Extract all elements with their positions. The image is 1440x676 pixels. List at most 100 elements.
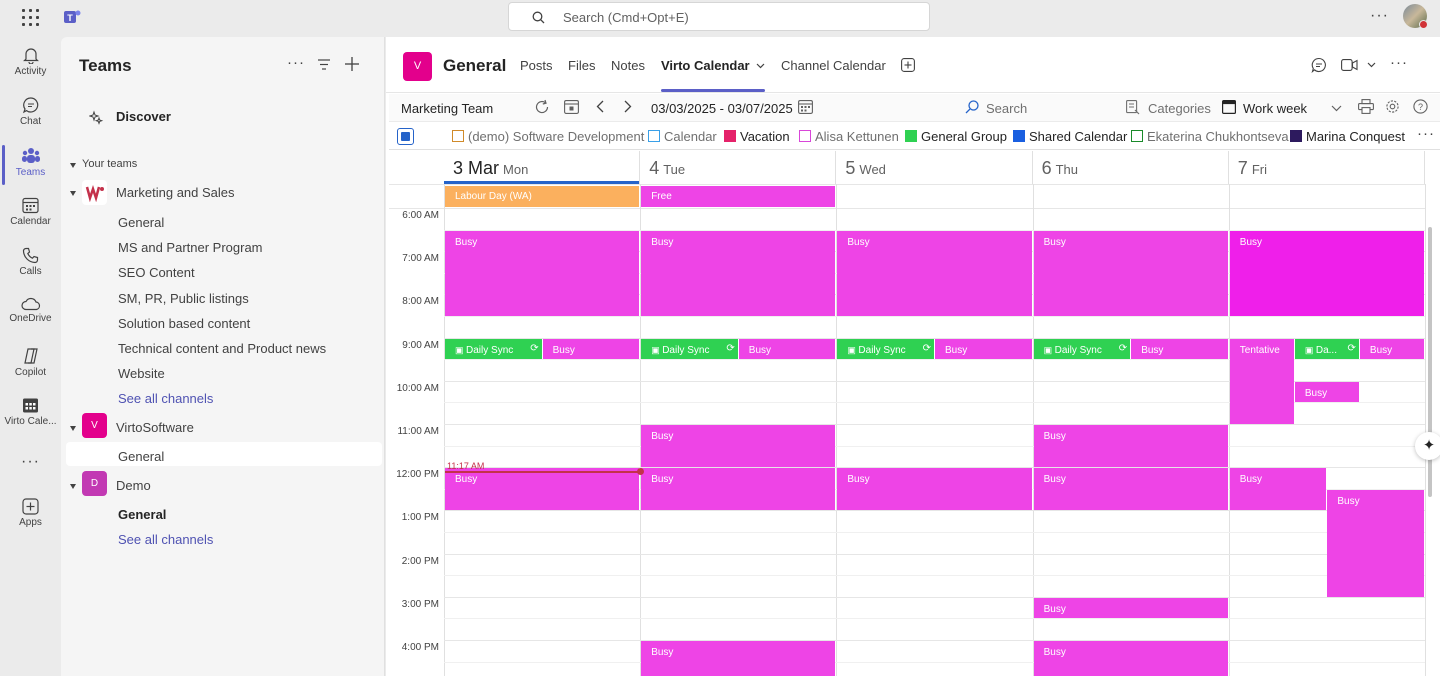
legend-item[interactable]: (demo) Software Development <box>452 129 644 144</box>
legend-item[interactable]: Marina Conquest <box>1290 129 1405 144</box>
legend-label: Alisa Kettunen <box>815 129 899 144</box>
calendar-event[interactable]: Tentative <box>1229 338 1294 424</box>
calendar-event[interactable]: Busy <box>1131 338 1228 360</box>
rail-item-virto-calendar[interactable]: Virto Cale... <box>0 397 61 427</box>
legend-item[interactable]: Calendar <box>648 129 717 144</box>
rail-item-apps[interactable]: Apps <box>0 498 61 528</box>
calendar-event[interactable]: Busy <box>641 230 836 316</box>
calendar-event[interactable]: Busy <box>445 230 640 316</box>
sidebar-more-icon[interactable]: ··· <box>287 54 305 71</box>
calendar-event[interactable]: Busy <box>1033 230 1228 316</box>
rail-item-phone[interactable]: Calls <box>0 247 61 277</box>
calendar-event[interactable]: Busy <box>641 468 836 511</box>
all-day-event[interactable]: Free <box>641 186 836 207</box>
rail-item-more[interactable]: ··· <box>0 453 61 471</box>
rail-item-copilot[interactable]: Copilot <box>0 347 61 378</box>
calendar-event[interactable]: Busy <box>935 338 1032 360</box>
select-all-checkbox[interactable] <box>397 128 414 145</box>
tab-channel-calendar[interactable]: Channel Calendar <box>781 58 886 73</box>
calendar-event[interactable]: Busy <box>1327 489 1424 597</box>
rail-item-bell[interactable]: Activity <box>0 46 61 77</box>
legend-item[interactable]: General Group <box>905 129 1007 144</box>
day-header[interactable]: 3 Mar Mon <box>444 151 641 184</box>
event-title: Busy <box>1239 236 1263 248</box>
day-header[interactable]: 4 Tue <box>640 151 837 184</box>
add-tab-icon[interactable] <box>901 58 915 72</box>
copilot-sparkle-icon[interactable]: ✦ <box>1415 432 1440 460</box>
half-hour-line <box>444 402 1425 404</box>
calendar-event[interactable]: Busy <box>837 468 1032 511</box>
calendar-event[interactable]: Busy <box>1359 338 1424 360</box>
help-icon[interactable]: ? <box>1413 99 1428 114</box>
calendar-event[interactable]: Busy <box>738 338 836 360</box>
chevron-down-icon[interactable] <box>1367 62 1376 68</box>
tab-posts[interactable]: Posts <box>520 58 553 73</box>
today-icon[interactable] <box>564 99 579 114</box>
half-hour-line <box>444 445 1425 447</box>
legend-item[interactable]: Ekaterina Chukhontseva <box>1131 129 1289 144</box>
calendar-event[interactable]: Busy <box>542 338 640 360</box>
legend-more-icon[interactable]: ··· <box>1417 125 1435 142</box>
calendar-event[interactable]: Busy <box>1033 468 1228 511</box>
calendar-event[interactable]: ▣ Da... ⟳ <box>1294 338 1359 360</box>
chevron-down-icon[interactable] <box>1331 105 1342 112</box>
video-call-icon[interactable] <box>1341 59 1358 71</box>
refresh-icon[interactable] <box>534 99 550 115</box>
chevron-left-icon[interactable] <box>596 100 604 113</box>
chevron-right-icon[interactable] <box>624 100 632 113</box>
more-options-icon[interactable]: ··· <box>1370 7 1389 24</box>
calendar-event[interactable]: Busy <box>641 641 836 676</box>
event-title: Busy <box>1043 647 1066 658</box>
tab-virto-calendar[interactable]: Virto Calendar <box>661 58 765 73</box>
rail-item-teams[interactable]: Teams <box>0 147 61 178</box>
view-selector[interactable]: Work week <box>1243 101 1308 116</box>
channel-label: General <box>118 507 167 522</box>
legend-label: (demo) Software Development <box>468 129 645 144</box>
hour-line <box>444 380 1425 382</box>
search-input[interactable]: Search (Cmd+Opt+E) <box>508 2 930 31</box>
tab-files[interactable]: Files <box>568 58 596 73</box>
calendar-search-input[interactable]: Search <box>986 101 1028 116</box>
app-launcher-icon[interactable] <box>22 9 40 27</box>
rail-item-chat[interactable]: Chat <box>0 96 61 127</box>
legend-item[interactable]: Vacation <box>724 129 790 144</box>
calendar-event[interactable]: Busy <box>1033 597 1228 619</box>
day-header[interactable]: 5 Wed <box>836 151 1033 184</box>
calendar-event[interactable]: Busy <box>1229 468 1327 511</box>
more-icon: ··· <box>21 453 40 470</box>
calendar-event[interactable]: ▣ Daily Sync ⟳ <box>1033 338 1131 360</box>
calendar-event[interactable]: ▣ Daily Sync ⟳ <box>837 338 934 360</box>
calendar-event[interactable]: Busy <box>837 230 1032 316</box>
rail-item-cloud[interactable]: OneDrive <box>0 297 61 324</box>
time-label: 12:00 PM <box>396 469 439 481</box>
tab-notes[interactable]: Notes <box>611 58 645 73</box>
date-picker-icon[interactable] <box>798 99 813 114</box>
search-icon[interactable] <box>965 100 979 114</box>
add-icon[interactable] <box>345 57 359 71</box>
calendar-name[interactable]: Marketing Team <box>401 101 494 116</box>
all-day-event[interactable]: Labour Day (WA) <box>445 186 640 207</box>
legend-item[interactable]: Alisa Kettunen <box>799 129 899 144</box>
calendar-event[interactable]: ▣ Daily Sync ⟳ <box>641 338 738 360</box>
rail-item-calendar[interactable]: Calendar <box>0 197 61 227</box>
calendar-event[interactable]: ▣ Daily Sync ⟳ <box>445 338 542 360</box>
calendar-event[interactable]: Busy <box>1033 425 1228 468</box>
calendar-event[interactable]: Busy <box>445 468 640 511</box>
print-icon[interactable] <box>1358 99 1374 114</box>
settings-icon[interactable] <box>1385 99 1400 114</box>
date-range[interactable]: 03/03/2025 - 03/07/2025 <box>651 101 793 116</box>
discover-link[interactable]: Discover <box>116 109 171 124</box>
calendar-event[interactable]: Busy <box>641 425 836 468</box>
day-header[interactable]: 7 Fri <box>1229 151 1425 184</box>
event-title: Da... <box>1315 344 1337 356</box>
conversation-icon[interactable] <box>1311 57 1327 73</box>
filter-icon[interactable] <box>317 59 331 70</box>
calendar-scrollbar[interactable] <box>1428 227 1432 497</box>
calendar-event[interactable]: Busy <box>1294 381 1359 403</box>
categories-button[interactable]: Categories <box>1148 101 1211 116</box>
legend-item[interactable]: Shared Calendar <box>1013 129 1127 144</box>
calendar-event[interactable]: Busy <box>1229 230 1424 316</box>
more-options-icon[interactable]: ··· <box>1390 54 1408 71</box>
calendar-event[interactable]: Busy <box>1033 641 1228 676</box>
day-header[interactable]: 6 Thu <box>1033 151 1229 184</box>
